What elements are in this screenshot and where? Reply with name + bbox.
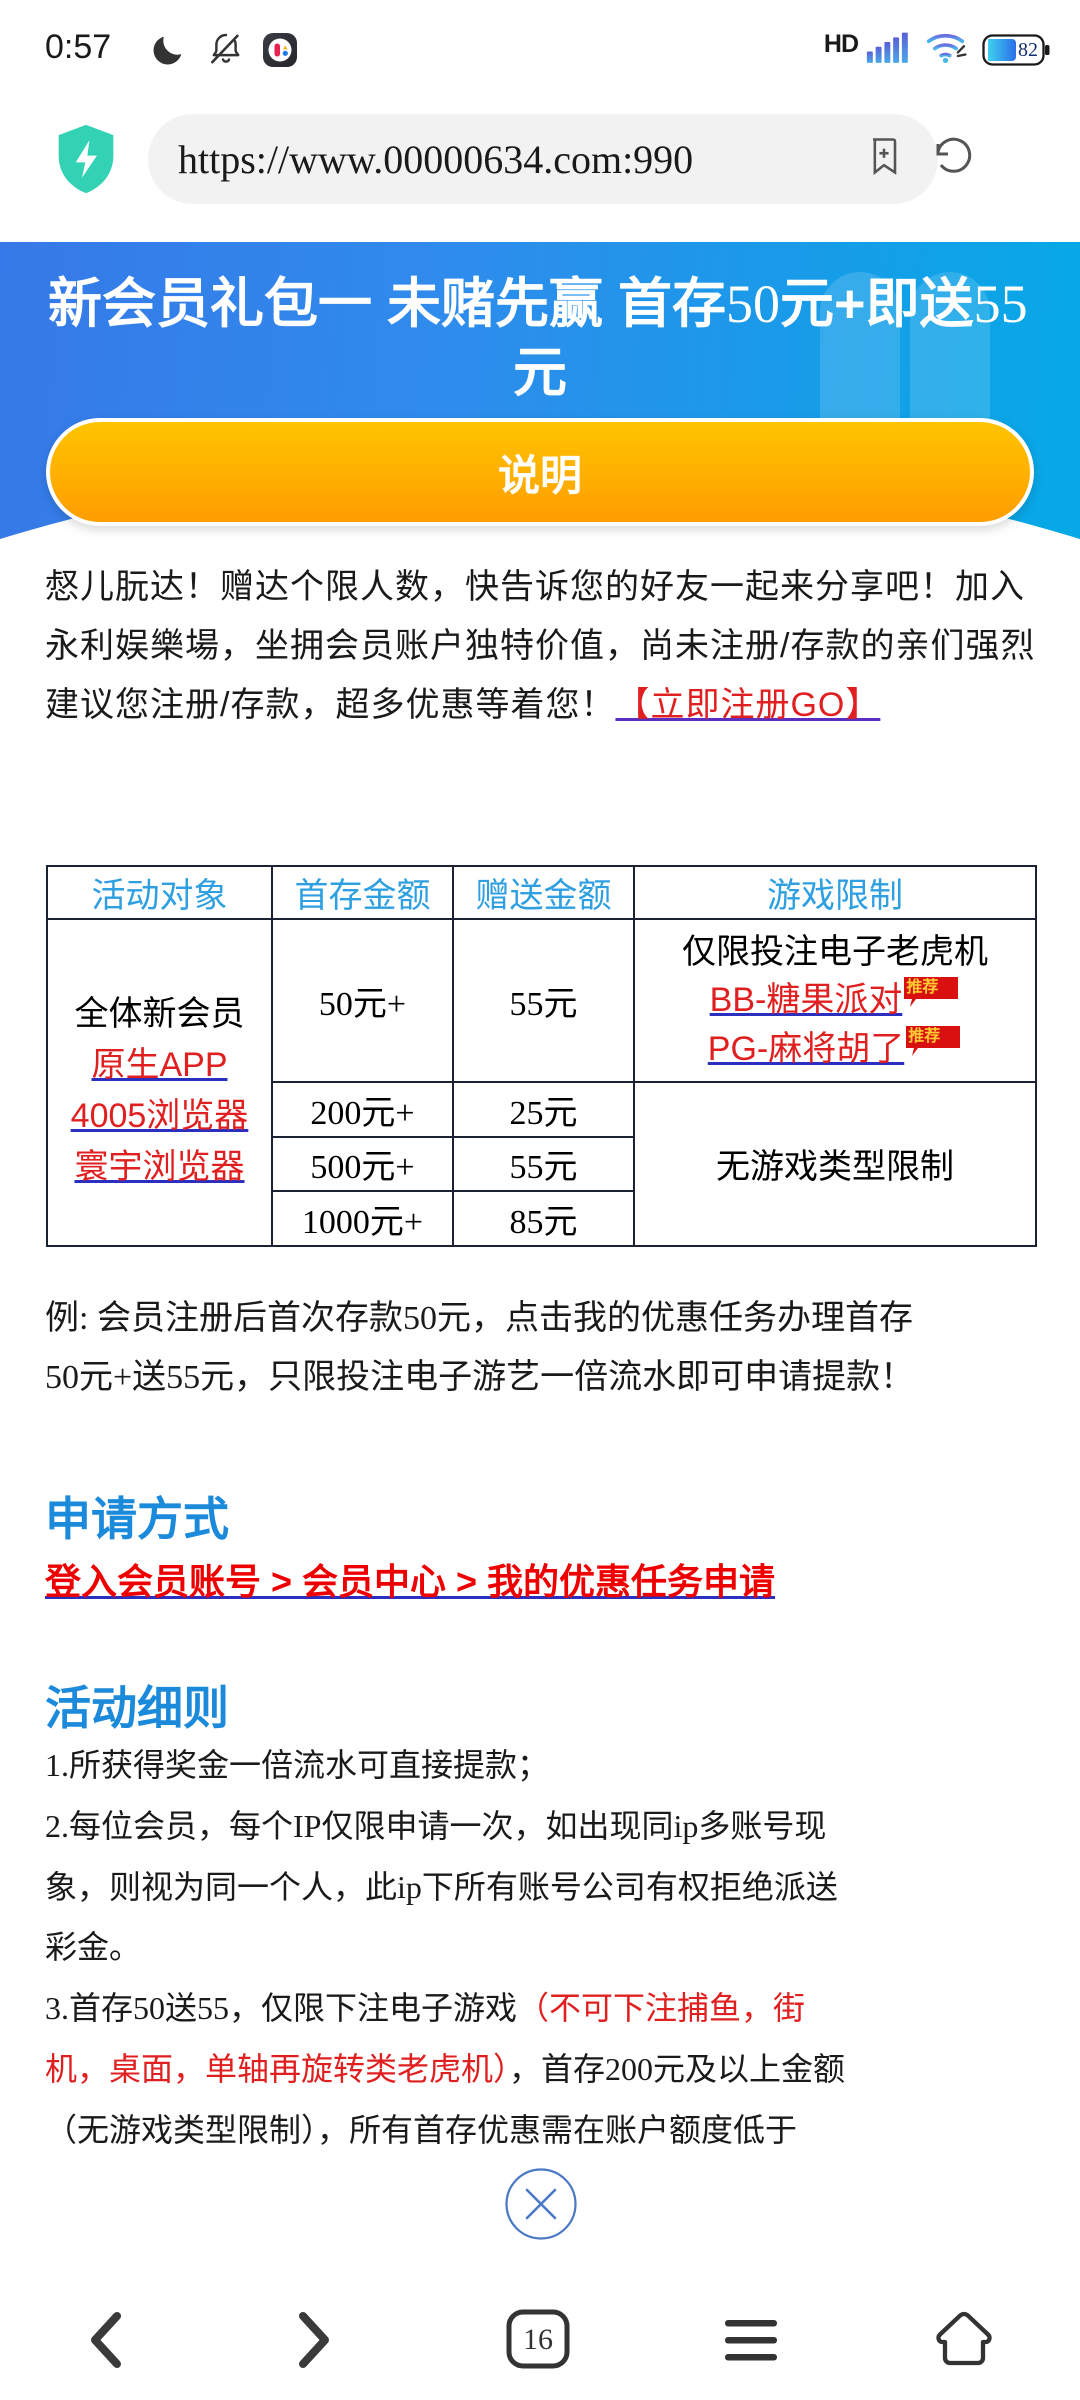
svg-text:82: 82 bbox=[1018, 39, 1038, 61]
svg-text:16: 16 bbox=[523, 2323, 553, 2356]
